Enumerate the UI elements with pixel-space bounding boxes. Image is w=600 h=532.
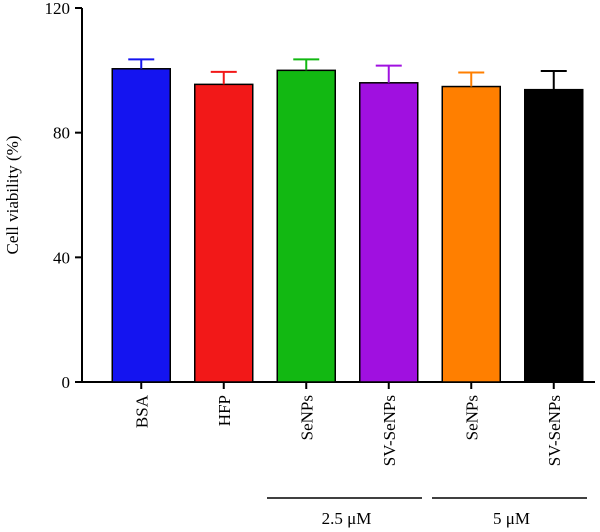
group-label-2: 5 μM — [493, 509, 530, 528]
plot-area: 0 40 80 120 BSA HFP SeNPs SV-SeNPs SeNPs SV-SeNPs… — [45, 0, 595, 528]
bar-1 — [111, 68, 171, 383]
group-label-1: 2.5 μM — [322, 509, 372, 528]
bar-6 — [524, 88, 584, 383]
category-label-1: BSA — [132, 394, 151, 428]
category-label-5: SeNPs — [462, 395, 481, 440]
category-label-6: SV-SeNPs — [545, 395, 564, 466]
category-label-3: SeNPs — [297, 395, 316, 440]
bar-2 — [194, 83, 254, 383]
y-axis-label: Cell viability (%) — [3, 136, 22, 255]
category-label-4: SV-SeNPs — [380, 395, 399, 466]
y-tick-label: 40 — [53, 248, 70, 267]
bar-5 — [441, 85, 501, 383]
y-tick-label: 0 — [62, 373, 71, 392]
bar-3 — [276, 69, 336, 383]
y-tick-label: 120 — [45, 0, 71, 18]
bar-4 — [359, 82, 419, 383]
category-label-2: HFP — [215, 395, 234, 426]
y-tick-label: 80 — [53, 124, 70, 143]
